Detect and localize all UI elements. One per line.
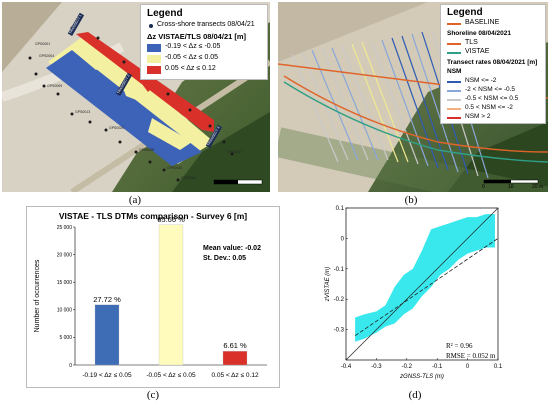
nsm-swatch-2 — [447, 90, 461, 92]
gps-label: GPS0047 — [227, 150, 243, 154]
nsm-label-3: -0.5 < NSM <= 0.5 — [465, 95, 519, 102]
bar — [158, 224, 184, 366]
nsm-swatch-3 — [447, 99, 461, 101]
gps-label: GPS0013 — [75, 110, 91, 114]
x-tick-label: 0.05 < Δz ≤ 0.12 — [211, 372, 259, 379]
rates-title: Transect rates 08/04/2021 [m] — [447, 59, 538, 66]
trend-line — [354, 238, 499, 337]
nsm-swatch-4 — [447, 108, 461, 110]
panel-d-chart: -0.4 -0.3 -0.2 -0.1 0 0.1 -0.3 -0.2 -0.1 0 0.1 zGNS… — [322, 200, 512, 388]
gps-label: GPS0009 — [47, 84, 63, 88]
gps-label: GPS0004 — [39, 54, 55, 58]
tls-swatch — [447, 43, 461, 45]
y-tick-label: 15 000 — [57, 280, 73, 286]
chart-title: VISTAE - TLS DTMs comparison - Survey 6 … — [59, 211, 247, 221]
x-tick-label: -0.2 — [402, 364, 413, 370]
baseline-swatch — [447, 23, 461, 25]
y-axis-label: zVISTAE (m) — [325, 267, 331, 303]
y-tick-label: 20 000 — [57, 252, 73, 258]
stdev-value: St. Dev.: 0.05 — [203, 255, 247, 262]
nsm-title: NSM — [447, 68, 462, 75]
caption-b: (b) — [404, 194, 418, 206]
bar-data-label: 65.66 % — [157, 215, 185, 224]
x-tick-label: -0.1 — [432, 364, 443, 370]
rmse-value: RMSE = 0.052 m — [446, 352, 496, 360]
scale-tick-0: 0 — [482, 184, 485, 190]
x-tick-label: 0 — [466, 364, 470, 370]
y-tick-label: 25 000 — [57, 225, 73, 231]
nsm-label-1: NSM <= -2 — [465, 77, 497, 84]
baseline-label: BASELINE — [465, 19, 500, 26]
bar-chart: VISTAE - TLS DTMs comparison - Survey 6 … — [34, 211, 267, 379]
transects-label: Cross-shore transects 08/04/21 — [157, 21, 255, 28]
gps-label: GPS0041 — [181, 176, 197, 180]
identity-line — [345, 207, 499, 361]
nsm-label-4: 0.5 < NSM <= -2 — [465, 104, 513, 111]
x-axis-label: zGNSS-TLS (m) — [399, 374, 444, 380]
shoreline-title: Shoreline 08/04/2021 — [447, 30, 511, 37]
legend-title: Legend — [147, 8, 183, 19]
y-tick-label: 0 — [69, 363, 72, 369]
y-tick-label: 0.1 — [336, 206, 345, 212]
mean-value: Mean value: -0.02 — [203, 245, 261, 252]
r2-value: R² = 0.96 — [446, 342, 473, 350]
legend-title: Legend — [447, 7, 483, 18]
nsm-label-2: -2 < NSM <= -0.5 — [465, 86, 516, 93]
vistae-swatch — [447, 52, 461, 54]
gps-label: GPS0028 — [139, 148, 155, 152]
tls-shoreline — [283, 75, 548, 153]
nsm-swatch-1 — [447, 81, 461, 83]
x-tick-label: -0.3 — [371, 364, 382, 370]
scatter-chart: -0.4 -0.3 -0.2 -0.1 0 0.1 -0.3 -0.2 -0.1 0 0.1 zGNS… — [325, 206, 503, 380]
x-tick-label: -0.19 < Δz ≤ 0.05 — [82, 372, 132, 379]
dz-title: Δz VISTAE/TLS 08/04/21 [m] — [147, 32, 247, 41]
scale-tick-10: 10 — [508, 184, 514, 190]
dz-class-2: -0.05 < Δz ≤ 0.05 — [165, 54, 219, 61]
dz-swatch-3 — [147, 66, 161, 74]
panel-b-legend: Legend BASELINE Shoreline 08/04/2021 TLS… — [440, 4, 546, 124]
nsm-label-5: NSM > 2 — [465, 113, 491, 120]
vistae-label: VISTAE — [465, 48, 490, 55]
gps-points — [28, 26, 234, 182]
x-tick-label: -0.05 < Δz ≤ 0.05 — [146, 372, 196, 379]
bar — [222, 351, 248, 366]
transect-lines — [291, 27, 489, 179]
caption-a: (a) — [128, 194, 142, 206]
y-tick-label: -0.2 — [334, 297, 345, 303]
dz-swatch-2 — [147, 55, 161, 63]
gps-label: GPS0034 — [167, 166, 183, 170]
y-tick-label: -0.1 — [334, 267, 345, 273]
y-tick-label: 10 000 — [57, 308, 73, 314]
vistae-shoreline — [283, 81, 548, 163]
x-tick-label: 0.1 — [494, 364, 503, 370]
dz-class-3: 0.05 < Δz ≤ 0.12 — [165, 65, 216, 72]
y-tick-label: 0 — [341, 236, 345, 242]
transect-marker-icon — [149, 24, 153, 28]
gps-label: GPS0001 — [35, 42, 51, 46]
panel-a-map: TRANSECT 1 TRANSECT 2 TRANSECT 3 GPS0001… — [2, 2, 270, 192]
bar — [94, 304, 120, 366]
bar-data-label: 27.72 % — [93, 295, 121, 304]
x-tick-label: -0.4 — [341, 364, 352, 370]
tls-label: TLS — [465, 39, 478, 46]
dz-class-1: -0.19 < Δz ≤ -0.05 — [165, 43, 221, 50]
gps-label: GPS0020 — [109, 126, 125, 130]
scale-tick-20: 20 m — [532, 184, 544, 190]
bar-data-label: 6.61 % — [223, 341, 247, 350]
panel-c-chart: VISTAE - TLS DTMs comparison - Survey 6 … — [26, 206, 280, 388]
nsm-swatch-5 — [447, 117, 461, 119]
dz-swatch-1 — [147, 44, 161, 52]
y-tick-label: 5 000 — [59, 335, 72, 341]
y-axis-label: Number of occurrences — [34, 259, 41, 332]
y-tick-label: -0.3 — [334, 328, 345, 334]
caption-c: (c) — [146, 389, 160, 401]
panel-a-legend: Legend Cross-shore transects 08/04/21 Δz… — [140, 4, 268, 80]
dz-strip — [46, 32, 214, 166]
panel-b-map: 0 10 20 m Legend BASELINE Shoreline 08/0… — [278, 2, 548, 192]
caption-d: (d) — [408, 389, 422, 401]
